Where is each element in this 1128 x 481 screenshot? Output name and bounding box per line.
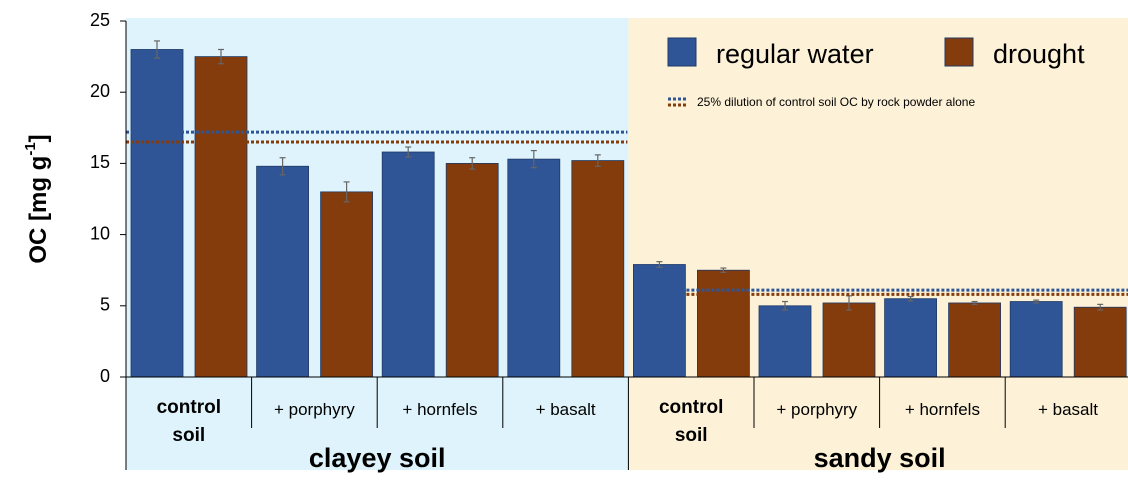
x-tick-label: control soil: [658, 397, 724, 446]
error-bar: [1033, 299, 1040, 304]
error-bar: [343, 181, 350, 203]
error-bar: [1097, 303, 1104, 311]
error-bar: [971, 300, 978, 305]
y-tick-label: 15: [90, 152, 110, 172]
bar: [1073, 306, 1127, 378]
x-tick-label: + basalt: [535, 400, 596, 419]
bar: [758, 305, 812, 378]
y-axis-label-part: -1: [22, 142, 39, 155]
bar: [884, 298, 937, 378]
bar: [822, 302, 876, 378]
group-label: clayey soil: [309, 443, 446, 473]
bar: [948, 302, 1001, 378]
x-tick-label: + hornfels: [904, 400, 980, 419]
legend-reference-label: 25% dilution of control soil OC by rock …: [697, 95, 975, 109]
error-bar: [218, 48, 224, 65]
error-bar: [656, 261, 663, 268]
bar: [256, 165, 310, 378]
y-tick-label: 5: [100, 295, 110, 315]
bar: [381, 151, 435, 378]
legend-label: regular water: [716, 39, 874, 69]
error-bar: [154, 40, 160, 59]
bar: [130, 49, 184, 378]
bar: [320, 191, 374, 378]
y-axis-label-part: OC [mg g: [25, 156, 52, 264]
error-bar: [530, 149, 537, 169]
x-tick-label: + hornfels: [402, 400, 478, 419]
bar: [571, 160, 625, 378]
y-tick-label: 25: [90, 10, 110, 30]
error-bar: [907, 295, 914, 302]
error-bar: [720, 267, 727, 273]
x-tick-label: control soil: [156, 397, 221, 446]
legend-swatch: [667, 37, 697, 67]
x-tick-label: + porphyry: [776, 400, 858, 419]
error-bar: [594, 154, 601, 167]
group-label: sandy soil: [814, 443, 946, 473]
bar: [445, 162, 499, 378]
legend-label: drought: [993, 39, 1085, 69]
bar: [507, 158, 561, 378]
legend-swatch: [944, 37, 974, 67]
y-axis-label-part: ]: [25, 134, 52, 142]
x-tick-label: + porphyry: [273, 400, 355, 419]
error-bar: [405, 146, 412, 158]
error-bar: [782, 300, 788, 311]
x-tick-label: + basalt: [1037, 400, 1098, 419]
y-tick-label: 10: [90, 223, 110, 243]
bar: [194, 56, 248, 378]
bar: [1009, 301, 1063, 378]
group-background: [628, 18, 1128, 470]
bar: [697, 269, 750, 378]
error-bar: [279, 157, 286, 176]
error-bar: [469, 157, 476, 170]
bar: [633, 264, 686, 378]
y-axis-label: OC [mg g-1]: [22, 134, 52, 263]
y-tick-label: 20: [90, 81, 110, 101]
y-tick-label: 0: [100, 366, 110, 386]
